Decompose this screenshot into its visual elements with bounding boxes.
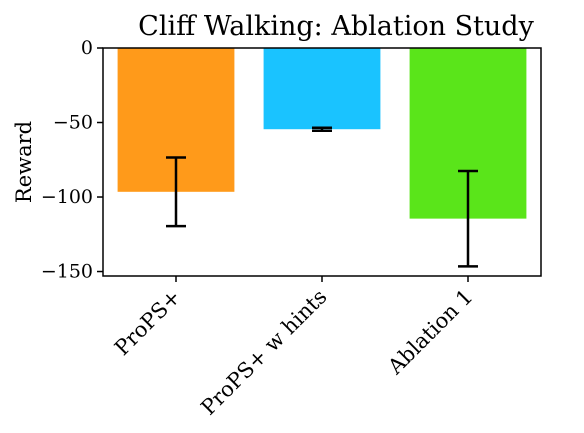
x-tick-label-0: ProPS+: [110, 285, 186, 361]
y-tick-label-2: −100: [41, 186, 93, 208]
chart-title: Cliff Walking: Ablation Study: [138, 11, 534, 42]
y-ticks-group: 0 −50 −100 −150: [41, 37, 103, 283]
y-tick-label-3: −150: [41, 261, 93, 283]
y-tick-label-0: 0: [81, 37, 93, 59]
bar-1: [263, 48, 381, 130]
x-tick-label-1: ProPS+ w hints: [196, 285, 331, 420]
x-ticks-group: ProPS+ ProPS+ w hints Ablation 1: [110, 276, 478, 420]
error-bars-group: [166, 126, 478, 268]
y-axis-label: Reward: [12, 121, 36, 203]
plot-frame: [102, 47, 542, 277]
bars-group: [117, 48, 527, 219]
y-tick-label-1: −50: [53, 112, 93, 134]
x-tick-label-2: Ablation 1: [383, 285, 478, 380]
